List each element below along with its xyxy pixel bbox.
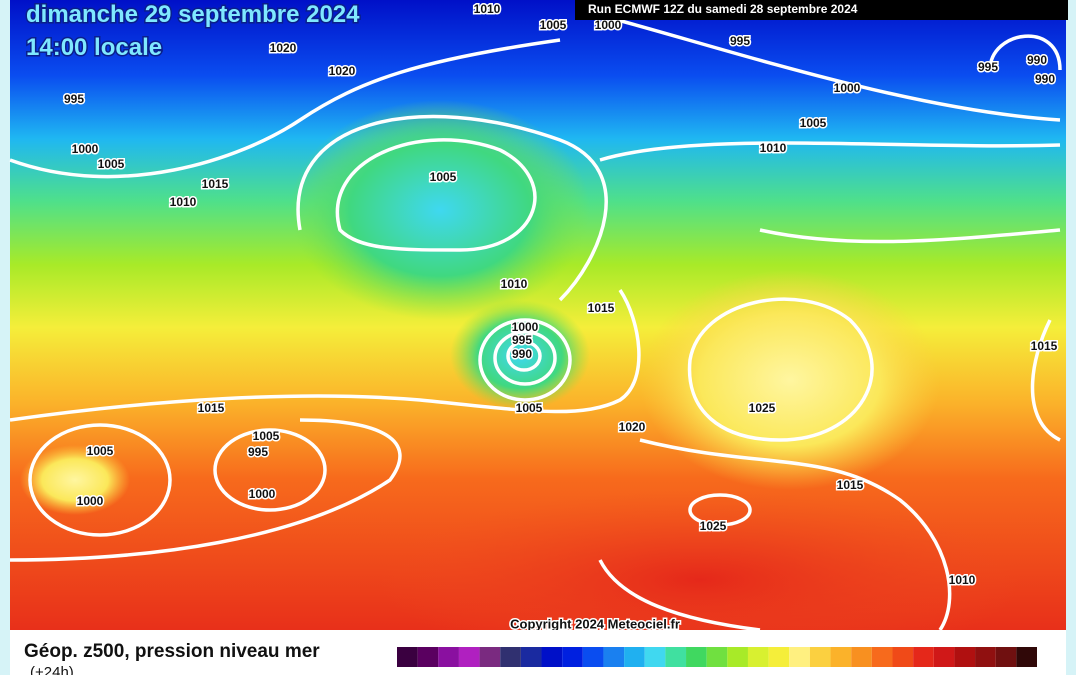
isobar-label: 1020 [329, 64, 356, 78]
isobar-label: 1000 [249, 487, 276, 501]
isobar-label: 995 [512, 333, 532, 347]
date-title: dimanche 29 septembre 2024 [26, 1, 360, 28]
isobar-label: 1005 [516, 401, 543, 415]
scale-swatch [727, 647, 748, 667]
scale-swatch [789, 647, 810, 667]
legend-title: Géop. z500, pression niveau mer [24, 641, 320, 662]
scale-swatch [665, 647, 687, 667]
scale-swatch [706, 647, 728, 667]
isobar-label: 1015 [1031, 339, 1058, 353]
scale-swatch [582, 647, 604, 667]
scale-swatch [809, 647, 831, 667]
run-banner [575, 0, 1068, 20]
scale-swatch [417, 647, 439, 667]
scale-swatch [603, 647, 625, 667]
scale-swatch [851, 647, 872, 667]
scale-swatch [954, 647, 976, 667]
isobar-label: 990 [512, 347, 532, 361]
run-text: Run ECMWF 12Z du samedi 28 septembre 202… [588, 2, 858, 16]
scale-swatch [644, 647, 666, 667]
field-shading [450, 300, 590, 410]
scale-swatch [686, 647, 707, 667]
scale-swatch [995, 647, 1017, 667]
isobar-label: 1005 [98, 157, 125, 171]
scale-swatch [933, 647, 955, 667]
isobar-label: 1010 [501, 277, 528, 291]
isobar-label: 995 [730, 34, 750, 48]
isobar-label: 1000 [72, 142, 99, 156]
field-shading [380, 490, 1020, 670]
scale-swatch [541, 647, 563, 667]
isobar-label: 1000 [595, 18, 622, 32]
isobar-label: 1005 [87, 444, 114, 458]
field-shading [290, 100, 590, 320]
scale-swatch [624, 647, 645, 667]
isobar-label: 1010 [170, 195, 197, 209]
isobar-label: 1015 [588, 301, 615, 315]
scale-swatch [768, 647, 790, 667]
isobars [9, 8, 1062, 632]
scale-swatch [1016, 647, 1037, 667]
scale-swatch [438, 647, 459, 667]
scale-swatch [397, 647, 418, 667]
scale-swatch [520, 647, 542, 667]
isobar-label: 1000 [77, 494, 104, 508]
scale-swatch [458, 647, 480, 667]
scale-swatch [830, 647, 852, 667]
isobar-label: 1020 [619, 420, 646, 434]
isobar-label: 995 [248, 445, 268, 459]
scale-swatch [913, 647, 934, 667]
color-scale [397, 647, 1037, 667]
isobar-label: 1025 [749, 401, 776, 415]
copyright: Copyright 2024 Meteociel.fr [510, 616, 680, 631]
isobar-label: 1015 [837, 478, 864, 492]
isobar-label: 1005 [253, 429, 280, 443]
time-title: 14:00 locale [26, 34, 162, 61]
isobar-label: 990 [1027, 53, 1047, 67]
isobar-label: 1015 [198, 401, 225, 415]
isobar-label: 1000 [834, 81, 861, 95]
isobar-label: 1005 [540, 18, 567, 32]
lead-time: (+24h) [30, 664, 74, 675]
scale-swatch [479, 647, 501, 667]
scale-swatch [892, 647, 914, 667]
scale-swatch [747, 647, 769, 667]
isobar-label: 1010 [760, 141, 787, 155]
isobar-label: 990 [1035, 72, 1055, 86]
isobar-label: 1000 [512, 320, 539, 334]
isobar-label: 1015 [202, 177, 229, 191]
scale-swatch [975, 647, 996, 667]
isobar-label: 995 [978, 60, 998, 74]
isobar-label: 1010 [949, 573, 976, 587]
isobar-label: 1005 [430, 170, 457, 184]
isobar-label: 1025 [700, 519, 727, 533]
scale-swatch [500, 647, 521, 667]
isobar-label: 995 [64, 92, 84, 106]
scale-swatch [562, 647, 583, 667]
field-shading [20, 445, 130, 515]
isobar-label: 1020 [270, 41, 297, 55]
isobar-label: 1005 [800, 116, 827, 130]
field-shading [640, 270, 940, 490]
isobar-label: 1010 [474, 2, 501, 16]
scale-swatch [871, 647, 893, 667]
